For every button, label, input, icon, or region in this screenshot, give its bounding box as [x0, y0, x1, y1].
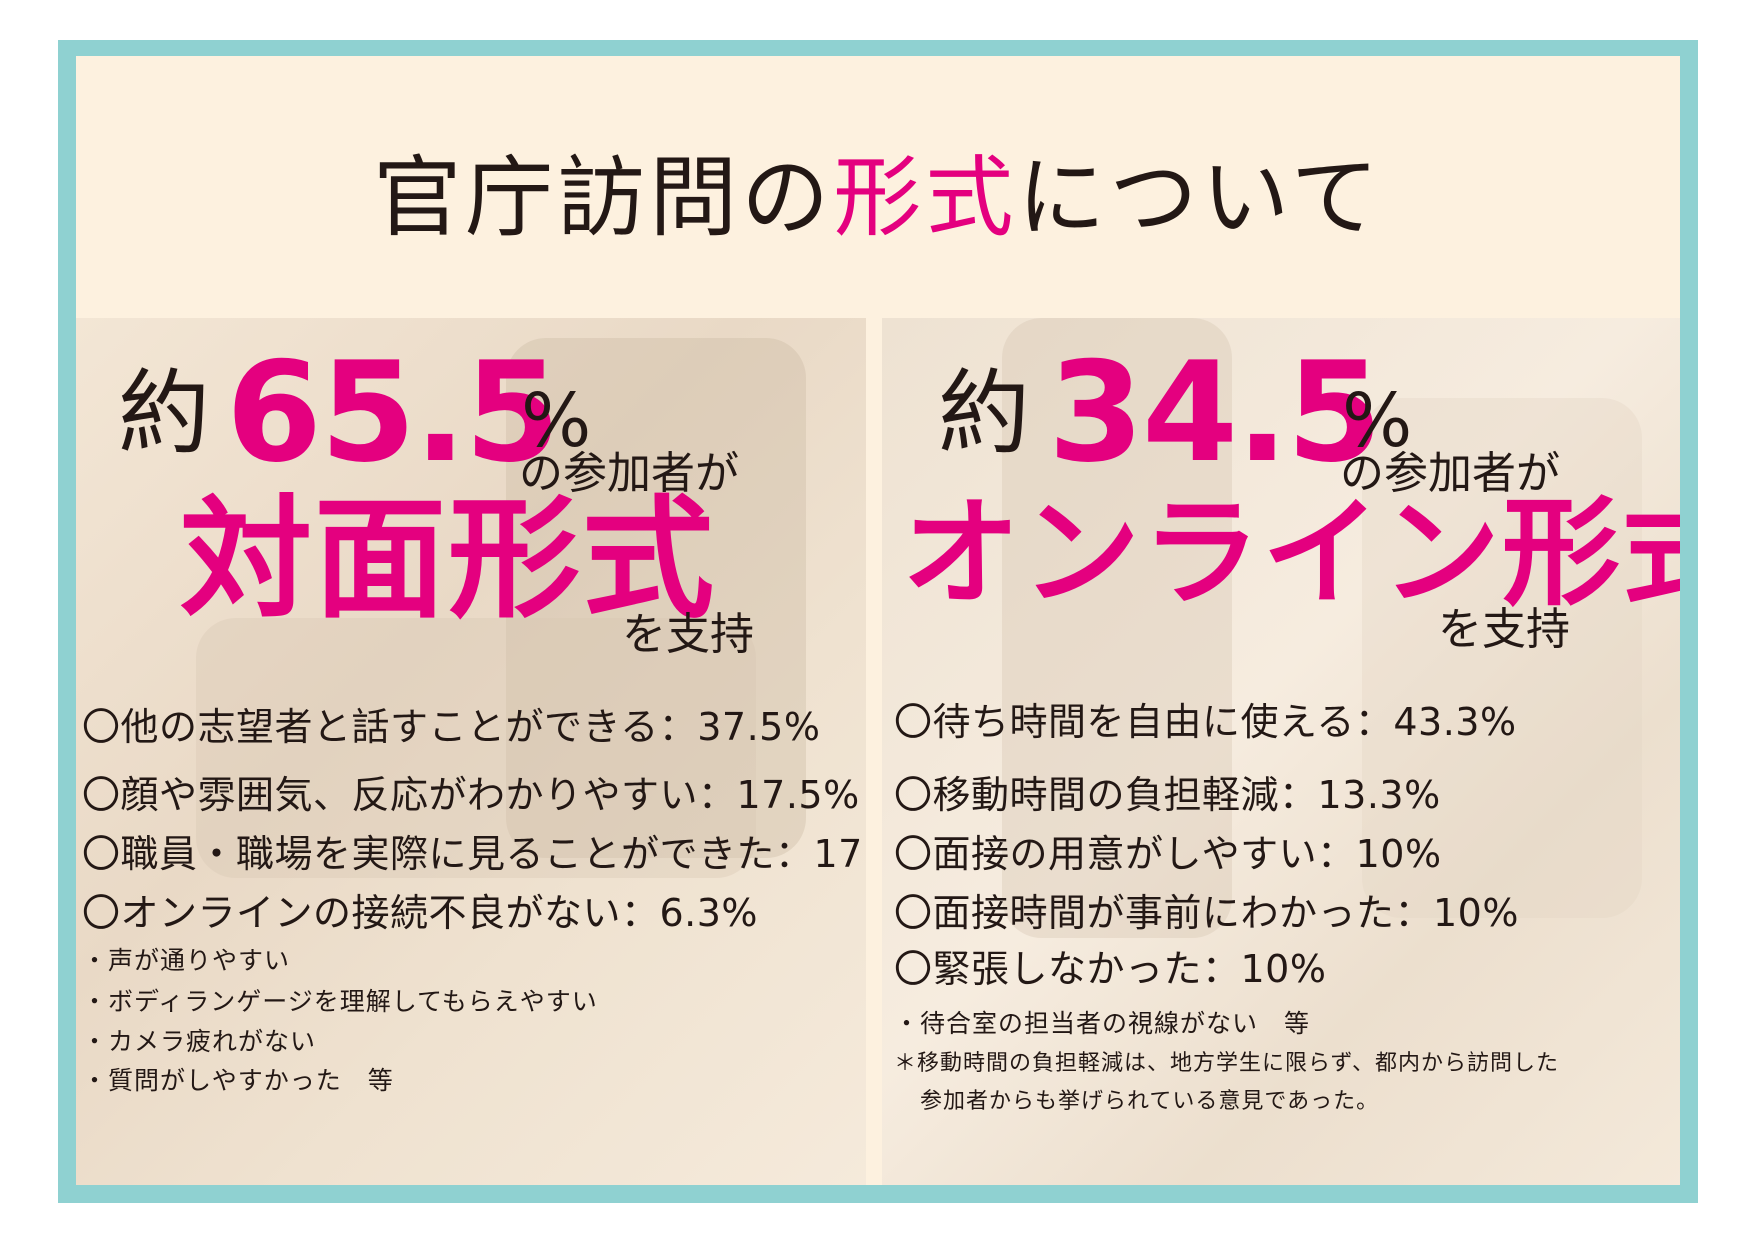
background-photo-laptop [1362, 398, 1642, 918]
in-person-panel: 約 65.5 % の参加者が 対面形式 を支持 〇他の志望者と話すことができる：… [76, 318, 866, 1185]
note-item: ・カメラ疲れがない [82, 1027, 317, 1056]
approx-label: 約 [118, 360, 211, 467]
participants-label: の参加者が [1340, 448, 1560, 499]
online-percent: 34.5 [1048, 332, 1382, 493]
approx-label: 約 [938, 360, 1031, 467]
percent-sign: % [1342, 378, 1413, 464]
content-area: 官庁訪問の形式について 約 65.5 % の参加者が 対面形式 を支持 〇他の志… [76, 56, 1680, 1185]
note-item: ・質問がしやすかった 等 [82, 1066, 394, 1095]
online-panel: 約 34.5 % の参加者が オンライン形式 を支持 〇待ち時間を自由に使える：… [882, 318, 1680, 1185]
support-label: を支持 [1438, 604, 1570, 655]
reason-item: 〇職員・職場を実際に見ることができた：17.5% [82, 832, 866, 876]
footnote-line: ＊移動時間の負担軽減は、地方学生に限らず、都内から訪問した [894, 1051, 1560, 1076]
reason-item: 〇移動時間の負担軽減：13.3% [894, 773, 1441, 817]
background-photo-figure [506, 338, 806, 858]
background-photo-figure [1002, 318, 1232, 938]
reason-item: 〇顔や雰囲気、反応がわかりやすい：17.5% [82, 773, 860, 817]
outer-frame: 官庁訪問の形式について 約 65.5 % の参加者が 対面形式 を支持 〇他の志… [58, 40, 1698, 1203]
reason-item: 〇オンラインの接続不良がない：6.3% [82, 891, 759, 935]
reason-item: 〇面接の用意がしやすい：10% [894, 832, 1442, 876]
note-item: ・ボディランゲージを理解してもらえやすい [82, 987, 598, 1016]
reason-item: 〇緊張しなかった：10% [894, 947, 1327, 991]
online-format: オンライン形式 [902, 484, 1680, 622]
reason-item: 〇面接時間が事前にわかった：10% [894, 891, 1519, 935]
reason-item: 〇他の志望者と話すことができる：37.5% [82, 705, 821, 749]
title-prefix: 官庁訪問の [373, 146, 834, 249]
in-person-percent: 65.5 [226, 332, 560, 493]
in-person-format: 対面形式 [180, 483, 716, 637]
participants-label: の参加者が [519, 448, 739, 499]
background-photo-desk [196, 618, 756, 878]
page-title: 官庁訪問の形式について [76, 154, 1680, 242]
percent-sign: % [521, 378, 592, 464]
support-label: を支持 [622, 609, 754, 660]
reason-item: 〇待ち時間を自由に使える：43.3% [894, 700, 1517, 744]
note-item: ・待合室の担当者の視線がない 等 [894, 1009, 1311, 1038]
title-suffix: について [1017, 146, 1383, 249]
footnote-line: 参加者からも挙げられている意見であった。 [920, 1089, 1380, 1114]
title-accent: 形式 [833, 146, 1018, 249]
note-item: ・声が通りやすい [82, 946, 291, 975]
